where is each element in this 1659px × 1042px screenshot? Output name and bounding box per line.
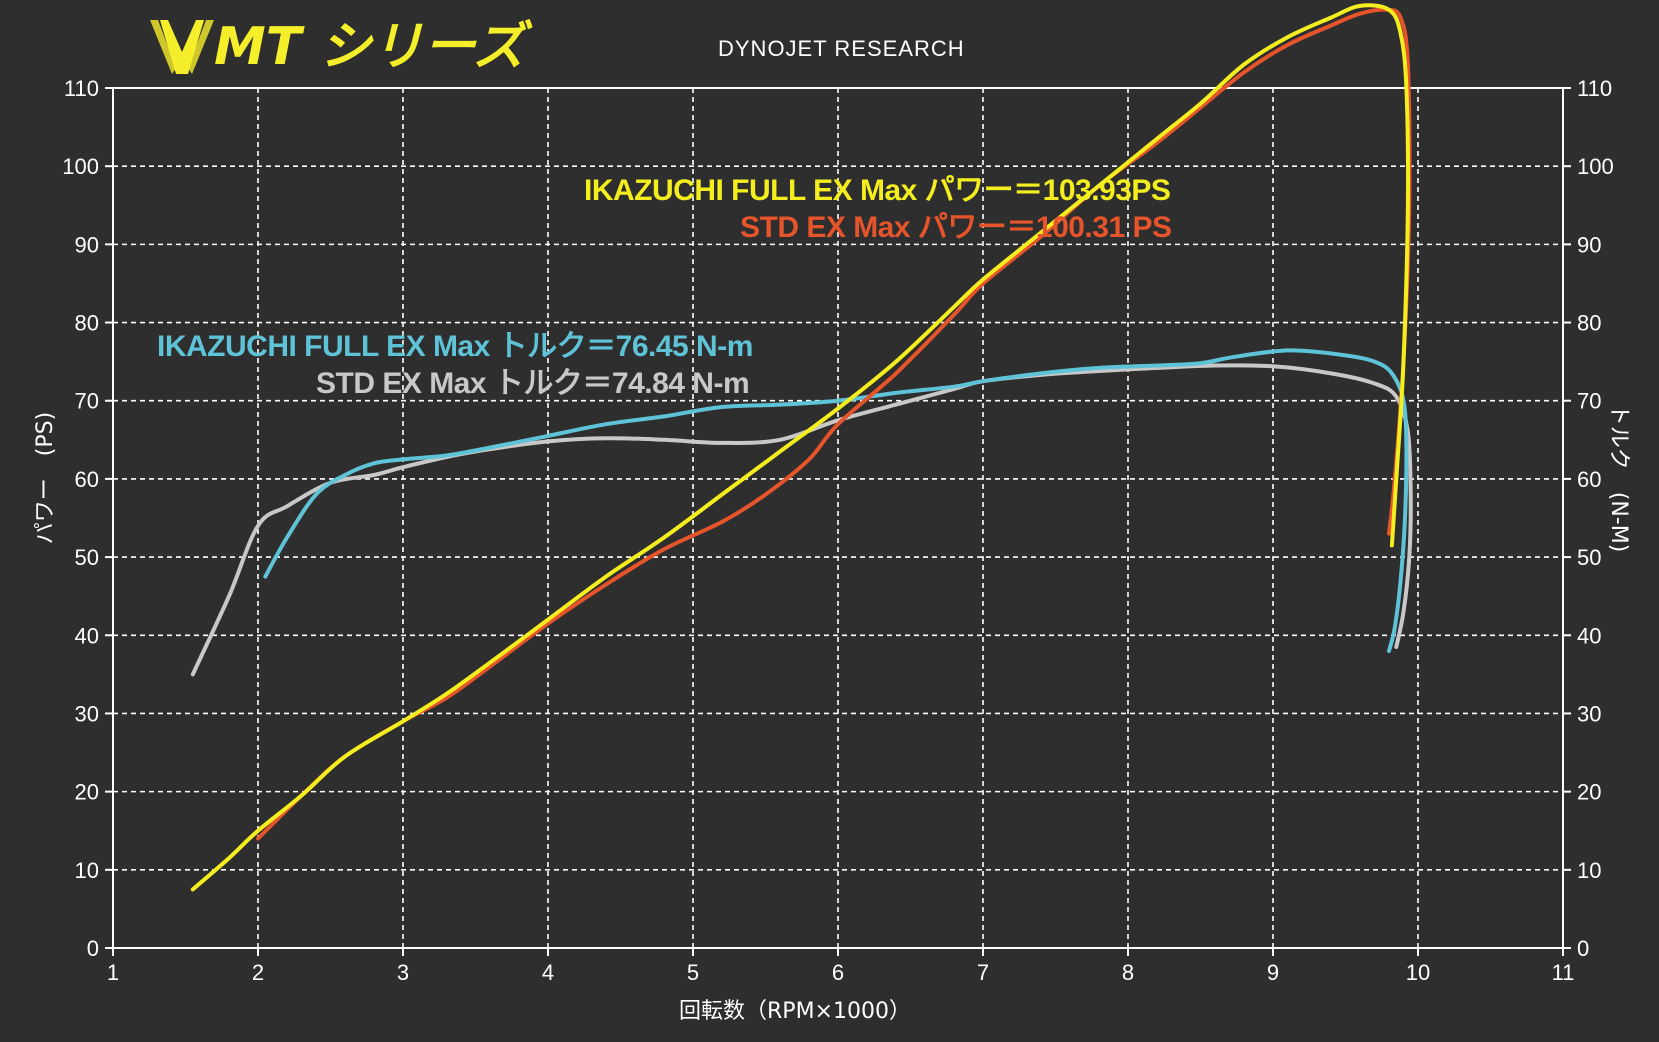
annotation-std-power: STD EX Max パワー＝100.31 PS [740, 211, 1172, 244]
x-tick-label: 2 [252, 960, 264, 985]
y-tick-label: 100 [62, 154, 99, 179]
brand-title: MT シリーズ [214, 17, 533, 77]
annotation-ikazuchi-torque: IKAZUCHI FULL EX Max トルク＝76.45 N-m [157, 330, 753, 363]
series-line-ikazuchi-power [190, 3, 1411, 892]
y-tick-label: 40 [75, 623, 99, 648]
x-tick-label: 7 [977, 960, 989, 985]
series-line-std-torque [190, 363, 1413, 677]
x-tick-label: 1 [107, 960, 119, 985]
x-axis-title: 回転数（RPM×1000） [679, 999, 911, 1024]
y-tick-label: 20 [75, 780, 99, 805]
y2-tick-label: 100 [1577, 154, 1614, 179]
y2-tick-label: 70 [1577, 389, 1601, 414]
y2-tick-label: 80 [1577, 311, 1601, 336]
x-tick-label: 6 [832, 960, 844, 985]
y-tick-label: 90 [75, 232, 99, 257]
x-tick-label: 11 [1552, 960, 1575, 985]
dyno-label: DYNOJET RESEARCH [718, 36, 965, 61]
y2-tick-label: 110 [1577, 76, 1612, 101]
y-tick-label: 60 [75, 467, 99, 492]
series-line-std-power [256, 7, 1412, 841]
y2-tick-label: 20 [1577, 780, 1601, 805]
annotation-ikazuchi-power: IKAZUCHI FULL EX Max パワー＝103.93PS [584, 174, 1170, 207]
x-tick-label: 9 [1267, 960, 1279, 985]
series [190, 3, 1413, 892]
x-axis-ticks: 1 2 3 4 5 6 7 8 9 10 11 [107, 948, 1575, 985]
y-tick-label: 30 [75, 701, 99, 726]
x-tick-label: 3 [397, 960, 409, 985]
x-tick-label: 4 [542, 960, 554, 985]
y-tick-label: 50 [75, 545, 99, 570]
y-tick-label: 110 [64, 76, 99, 101]
annotation-std-torque: STD EX Max トルク＝74.84 N-m [316, 367, 749, 400]
y2-tick-label: 0 [1577, 936, 1589, 961]
y2-tick-label: 50 [1577, 545, 1601, 570]
x-tick-label: 8 [1122, 960, 1134, 985]
y-tick-label: 0 [87, 936, 99, 961]
y-tick-label: 70 [75, 389, 99, 414]
y2-tick-label: 30 [1577, 701, 1601, 726]
y2-tick-label: 90 [1577, 232, 1601, 257]
y2-axis-ticks: 0 10 20 30 40 50 60 70 80 90 100 110 [1563, 76, 1614, 961]
y-axis-title: パワー (PS) [33, 412, 58, 544]
y2-axis-title: トルク (N-M) [1606, 404, 1631, 553]
y2-tick-label: 10 [1577, 858, 1601, 883]
mt-logo-icon [150, 20, 214, 74]
y2-tick-label: 60 [1577, 467, 1601, 492]
y-tick-label: 10 [75, 858, 99, 883]
y2-tick-label: 40 [1577, 623, 1601, 648]
x-tick-label: 5 [687, 960, 699, 985]
x-tick-label: 10 [1406, 960, 1430, 985]
y-tick-label: 80 [75, 311, 99, 336]
y-axis-ticks: 0 10 20 30 40 50 60 70 80 90 100 110 [62, 76, 113, 961]
